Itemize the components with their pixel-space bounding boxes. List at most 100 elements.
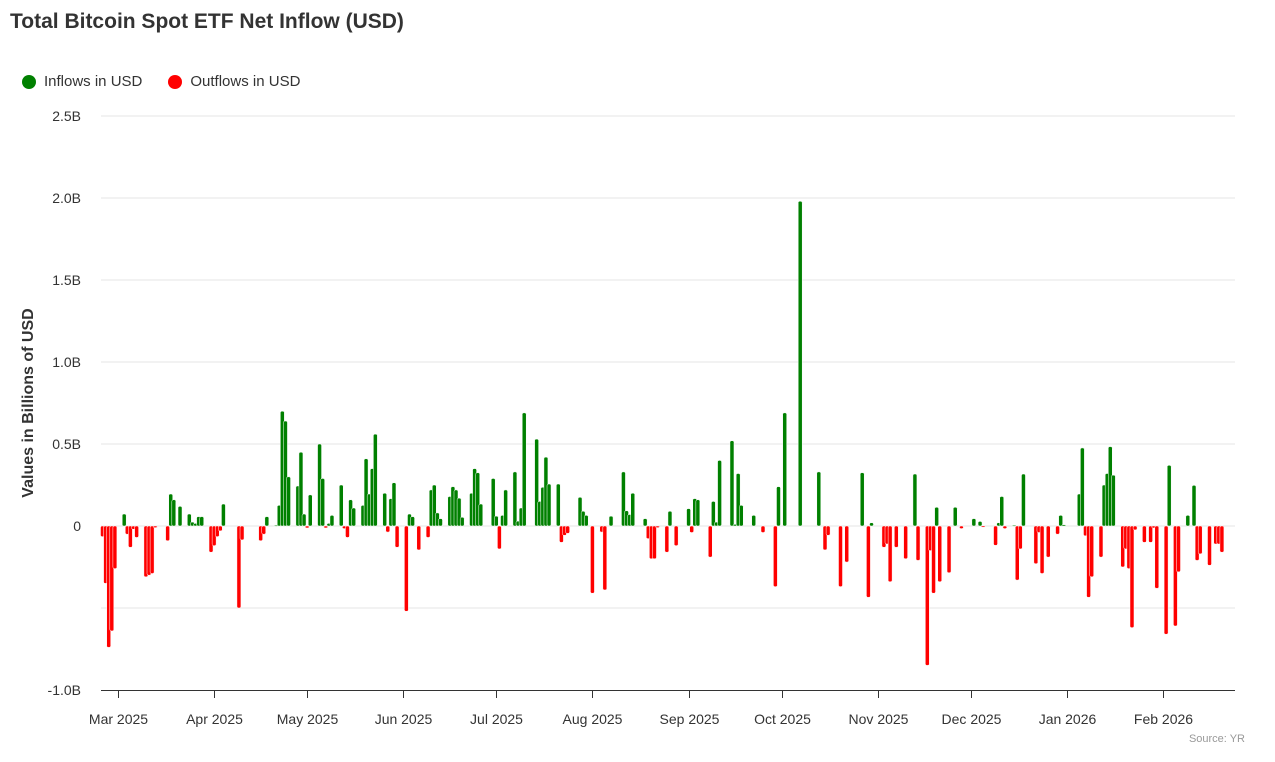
- inflow-bar: [695, 499, 701, 527]
- inflow-bar: [556, 483, 561, 527]
- legend-item-inflows[interactable]: Inflows in USD: [22, 73, 142, 90]
- inflow-bar: [177, 506, 183, 527]
- inflow-bar: [1058, 515, 1063, 527]
- legend-outflows-label: Outflows in USD: [190, 73, 301, 90]
- inflow-bar: [751, 515, 756, 527]
- inflow-bar: [286, 476, 291, 527]
- x-tick-label: Mar 2025: [89, 711, 148, 727]
- inflow-bar: [776, 486, 781, 527]
- outflow-bar: [655, 525, 660, 528]
- outflow-bar: [236, 525, 242, 609]
- inflow-bar: [298, 451, 304, 527]
- outflow-bar: [1197, 525, 1203, 555]
- outflow-bar: [887, 525, 893, 583]
- inflow-bar: [171, 499, 177, 527]
- outflow-bar: [425, 525, 431, 538]
- outflow-bar: [652, 525, 657, 560]
- outflow-bar: [866, 525, 871, 598]
- x-tick-label: Apr 2025: [186, 711, 243, 727]
- inflow-bar: [869, 522, 874, 527]
- legend-inflows-label: Inflows in USD: [44, 73, 143, 90]
- inflow-bar: [320, 478, 325, 527]
- inflow-bar: [1061, 524, 1067, 527]
- inflow-bar: [351, 507, 356, 527]
- inflow-bar: [999, 496, 1005, 527]
- inflow-bar: [717, 460, 722, 527]
- outflow-bar: [708, 525, 713, 558]
- inflow-bar: [308, 494, 313, 527]
- outflow-bar: [664, 525, 670, 553]
- inflow-bar: [859, 472, 865, 527]
- outflow-bar: [565, 525, 570, 534]
- x-tick-label: Nov 2025: [849, 711, 909, 727]
- inflow-bar: [490, 478, 496, 527]
- outflow-bar: [497, 525, 502, 550]
- inflow-bar: [816, 471, 822, 527]
- inflow-bar: [438, 518, 443, 527]
- inflow-bar: [546, 483, 552, 527]
- outflow-bar: [1018, 525, 1023, 550]
- outflow-bar: [323, 525, 329, 529]
- outflow-bar: [946, 525, 952, 573]
- outflow-bar: [602, 525, 608, 591]
- outflow-bar: [1148, 525, 1153, 543]
- inflow-bar: [1191, 485, 1197, 527]
- x-tick-label: Jun 2025: [375, 711, 433, 727]
- outflow-bar: [152, 525, 158, 528]
- outflow-bar: [915, 525, 921, 561]
- y-axis-label: Values in Billions of USD: [20, 308, 37, 497]
- inflow-bar: [512, 471, 518, 527]
- inflow-bar: [494, 515, 499, 527]
- outflow-bar: [165, 525, 170, 542]
- inflow-bar: [686, 508, 691, 527]
- legend-item-outflows[interactable]: Outflows in USD: [168, 73, 300, 90]
- bars: [100, 201, 1225, 666]
- inflow-bar: [478, 503, 484, 527]
- outflow-bar: [1176, 525, 1181, 573]
- inflow-bar: [373, 433, 378, 527]
- outflow-bar: [993, 525, 998, 546]
- y-tick-label: 1.0B: [52, 354, 81, 370]
- outflow-bar: [239, 525, 245, 541]
- outflow-bar: [112, 525, 118, 569]
- x-tick-label: Feb 2026: [1134, 711, 1193, 727]
- outflow-bar: [1089, 525, 1094, 578]
- x-tick-label: Dec 2025: [942, 711, 1002, 727]
- inflow-bar: [1166, 465, 1172, 527]
- outflow-bar: [1033, 525, 1039, 564]
- x-tick-label: Oct 2025: [754, 711, 811, 727]
- inflow-bar: [630, 492, 635, 527]
- outflow-bar: [959, 525, 964, 529]
- inflow-bar: [729, 440, 735, 527]
- outflow-bar: [673, 525, 679, 546]
- outflow-bar: [925, 525, 930, 666]
- y-axis: 2.5B 2.0B 1.5B 1.0B 0.5B 0 -1.0B: [48, 108, 82, 698]
- x-tick-label: Jan 2026: [1039, 711, 1097, 727]
- y-tick-label: 1.5B: [52, 272, 81, 288]
- inflow-bar: [1080, 447, 1085, 527]
- outflow-bar: [689, 525, 694, 533]
- outflow-bar: [134, 525, 139, 538]
- inflow-bar: [711, 501, 716, 527]
- inflow-bar: [934, 507, 939, 527]
- inflow-bar: [583, 515, 589, 527]
- inflow-bar: [739, 505, 744, 527]
- inflow-bar: [642, 518, 648, 527]
- outflow-bar: [1154, 525, 1160, 589]
- outflow-bar: [760, 525, 766, 533]
- x-axis: Mar 2025 Apr 2025 May 2025 Jun 2025 Jul 2025…: [89, 690, 1235, 727]
- inflow-bar: [912, 473, 918, 527]
- inflow-bar: [782, 412, 787, 527]
- outflow-bar: [416, 525, 422, 551]
- chart-title: Total Bitcoin Spot ETF Net Inflow (USD): [10, 10, 404, 33]
- outflow-bar: [304, 525, 310, 529]
- y-tick-label: -1.0B: [48, 682, 81, 698]
- y-tick-label: 0.5B: [52, 436, 81, 452]
- outflow-bar: [1055, 525, 1060, 535]
- outflow-bar: [1098, 525, 1104, 558]
- inflow-bar: [608, 515, 614, 527]
- y-tick-label: 2.0B: [52, 190, 81, 206]
- inflow-bar: [382, 492, 387, 527]
- outflow-bar: [1039, 525, 1045, 574]
